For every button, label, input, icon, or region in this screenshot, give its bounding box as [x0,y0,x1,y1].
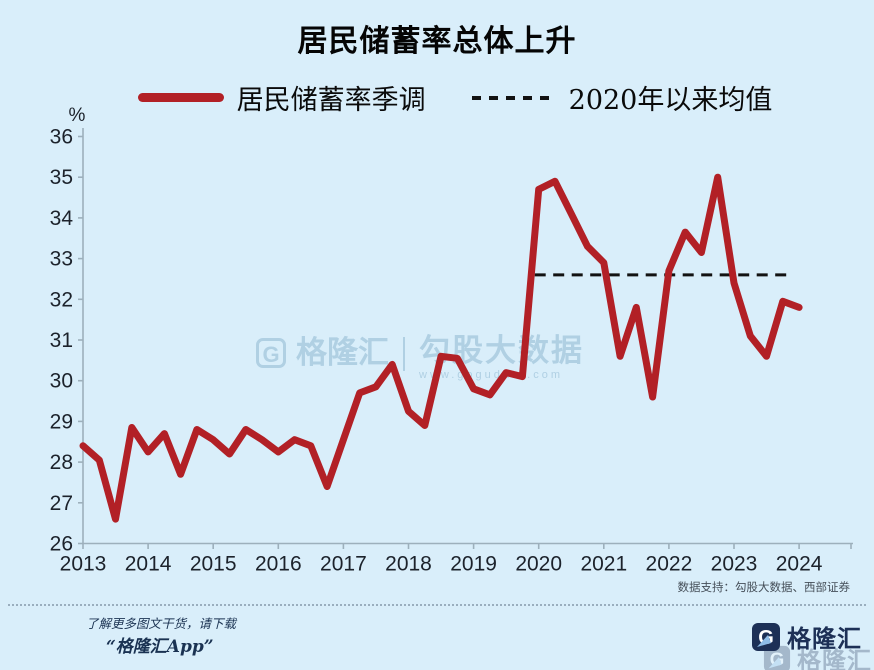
footer-promo-text: 了解更多图文干货，请下载 [86,616,237,631]
y-tick-label: 34 [50,207,74,230]
watermark-brand: 格隆汇 [296,335,389,370]
y-tick-label: 26 [50,533,73,556]
x-tick-label: 2014 [125,553,172,576]
y-axis-unit-label: % [69,105,86,126]
y-tick-label: 29 [50,410,73,433]
x-tick-label: 2017 [320,553,367,576]
logo-brand-text: 格隆汇 [787,626,862,653]
y-tick-label: 32 [50,288,73,311]
savings-rate-series-line [79,173,803,523]
gelonghui-logo-ghost-icon: G [763,645,791,670]
watermark-divider [403,337,405,371]
watermark-gogudata: 勾股大数据 [419,333,584,368]
footer-app-name: “格隆汇App” [106,637,214,657]
y-tick-label: 30 [50,370,73,393]
y-tick-label: 33 [50,248,73,271]
watermark-g-logo-icon: G [256,338,286,368]
y-tick-label: 27 [50,492,73,515]
x-tick-label: 2024 [776,553,823,576]
chart-title: 居民储蓄率总体上升 [297,25,577,58]
x-tick-label: 2020 [515,553,562,576]
y-axis-ticks: 26 27 28 29 30 31 32 33 34 35 36% [50,105,86,556]
legend-item-series: 居民储蓄率季调 [137,78,426,117]
y-tick-label: 36 [50,126,73,149]
y-tick-label: 31 [50,329,73,352]
x-tick-label: 2023 [711,553,758,576]
axes [82,128,853,545]
red-line-swatch-icon [137,93,224,102]
dotted-divider [8,604,866,606]
legend: 居民储蓄率季调 2020年以来均值 [0,78,874,117]
y-tick-label: 28 [50,451,73,474]
watermark: G 格隆汇 勾股大数据 www.gogudata.com [256,334,584,381]
gelonghui-logo-icon: G [752,622,780,651]
y-tick-label: 35 [50,166,73,189]
gelonghui-logo: G 格隆汇 [751,619,862,654]
x-tick-label: 2021 [580,553,627,576]
logo-arrow-icon [757,634,771,647]
legend-item-mean: 2020年以来均值 [471,78,773,117]
x-tick-label: 2015 [190,553,237,576]
gelonghui-logo-ghost: G 格隆汇 [763,641,872,670]
x-tick-label: 2013 [60,553,107,576]
x-tick-label: 2019 [450,553,497,576]
legend-series-label: 居民储蓄率季调 [236,85,426,116]
data-support-note: 数据支持：勾股大数据、西部证券 [677,582,851,594]
svg-text:G: G [770,648,785,669]
legend-mean-label: 2020年以来均值 [568,85,773,116]
x-tick-label: 2022 [646,553,693,576]
x-tick-label: 2018 [385,553,432,576]
dashed-line-swatch-icon [471,95,556,100]
x-tick-label: 2016 [255,553,302,576]
x-axis-ticks: 2013 2014 2015 2016 2017 2018 2019 2020 2021 2022… [60,543,852,576]
